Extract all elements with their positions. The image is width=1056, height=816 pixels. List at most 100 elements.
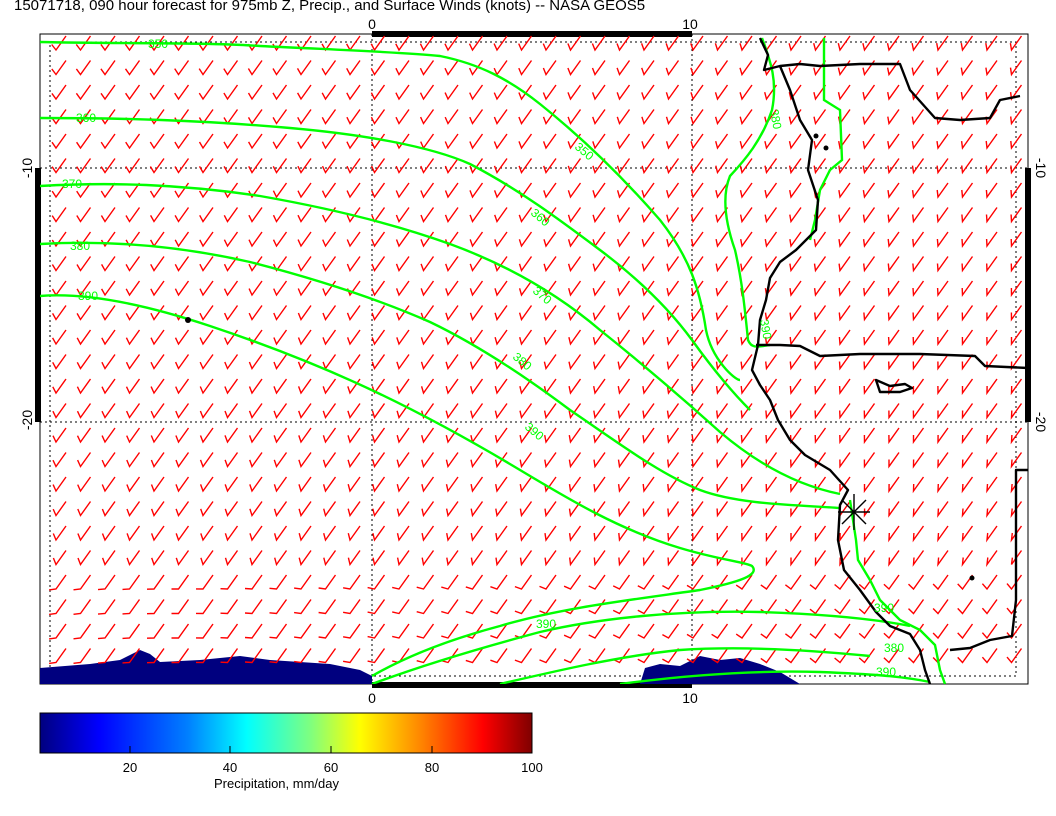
wind-barb — [346, 158, 361, 174]
wind-barb — [813, 84, 827, 101]
wind-barb — [273, 280, 288, 297]
wind-barb — [149, 207, 165, 223]
wind-barb — [593, 525, 606, 542]
wind-barb — [883, 648, 900, 664]
wind-barb — [346, 109, 361, 125]
wind-barb — [346, 231, 361, 248]
wind-barb — [715, 354, 729, 371]
wind-barb — [518, 207, 533, 224]
wind-barb — [342, 574, 361, 590]
wind-barb — [887, 109, 900, 126]
wind-barb — [150, 280, 165, 297]
wind-barb — [986, 525, 998, 543]
wind-barb — [150, 427, 165, 444]
wind-barb — [518, 256, 533, 273]
wind-barb — [494, 427, 508, 444]
wind-barb — [813, 280, 827, 297]
wind-barb — [568, 329, 582, 346]
wind-barb — [789, 378, 802, 395]
wind-barb — [174, 60, 190, 76]
wind-barb — [126, 427, 141, 444]
wind-barb — [912, 403, 925, 420]
wind-barb — [838, 305, 851, 322]
wind-barb — [101, 305, 116, 321]
wind-barb — [789, 182, 802, 199]
wind-barb — [617, 427, 631, 444]
wind-barb — [342, 648, 361, 664]
wind-barb — [617, 476, 631, 493]
wind-barb — [175, 378, 190, 395]
wind-barb — [97, 648, 116, 664]
contour-390-south2 — [619, 670, 931, 684]
wind-barb — [171, 599, 190, 615]
wind-barb — [470, 550, 484, 567]
wind-barb — [198, 158, 214, 174]
wind-barb — [784, 623, 802, 639]
wind-barb — [986, 256, 998, 273]
wind-barb — [224, 476, 239, 493]
wind-barb — [888, 525, 900, 543]
wind-barb — [790, 525, 802, 543]
wind-barb — [198, 35, 214, 52]
wind-barb — [150, 501, 165, 517]
wind-barb — [272, 84, 288, 101]
wind-barb — [593, 378, 606, 395]
wind-barb — [174, 158, 190, 174]
wind-barb — [346, 329, 361, 346]
wind-barb — [494, 207, 508, 224]
wind-barb — [617, 378, 631, 395]
wind-barb — [272, 182, 288, 199]
wind-barb — [146, 599, 165, 615]
wind-barb — [961, 305, 974, 322]
wind-barb — [784, 574, 802, 590]
wind-barb — [888, 427, 900, 445]
wind-barb — [592, 133, 606, 150]
wind-barb — [347, 452, 361, 469]
wind-barb — [372, 476, 386, 493]
wind-barb — [715, 378, 729, 395]
wind-barb — [175, 525, 190, 542]
wind-barb — [518, 109, 533, 125]
wind-barb — [883, 599, 900, 615]
wind-barb — [617, 452, 631, 469]
wind-barb — [618, 550, 631, 567]
wind-barb — [445, 280, 459, 297]
wind-barb — [568, 280, 582, 297]
wind-barb — [445, 452, 459, 469]
wind-barb — [195, 599, 214, 615]
wind-barb — [735, 648, 753, 664]
wind-barb — [912, 525, 925, 543]
wind-barb — [396, 501, 410, 518]
wind-barb — [542, 133, 557, 150]
wind-barb — [298, 501, 312, 518]
wind-barb — [195, 623, 214, 639]
wind-barb — [150, 256, 165, 272]
wind-barb — [297, 305, 312, 321]
wind-barb — [421, 427, 435, 444]
wind-barb — [195, 648, 214, 664]
wind-barb — [814, 329, 827, 346]
wind-barb — [249, 550, 263, 567]
wind-barb — [765, 525, 778, 543]
wind-barb — [543, 207, 557, 224]
wind-barb — [834, 574, 851, 591]
wind-barb — [395, 280, 410, 297]
wind-barb — [51, 231, 67, 248]
wind-barb — [465, 623, 484, 639]
wind-barb — [539, 648, 557, 664]
wind-barb — [637, 623, 655, 639]
wind-barb — [493, 109, 508, 125]
wind-barb — [76, 403, 92, 419]
wind-barb — [543, 256, 557, 273]
wind-barb — [421, 403, 435, 420]
contour-390 — [40, 294, 755, 678]
wind-barb — [543, 403, 557, 420]
wind-barb — [912, 280, 925, 297]
wind-barb — [100, 182, 116, 199]
wind-barb — [294, 623, 312, 639]
wind-barb — [395, 158, 410, 174]
wind-barb — [297, 378, 312, 395]
wind-barb — [642, 403, 655, 420]
wind-barb — [200, 550, 214, 567]
